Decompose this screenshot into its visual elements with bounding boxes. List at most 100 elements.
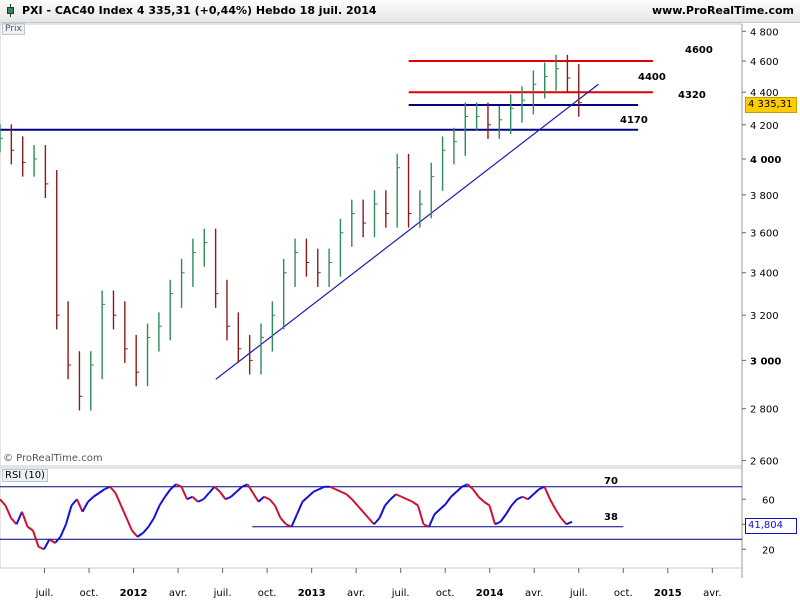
rsi-segment xyxy=(230,491,238,498)
level-label-4600: 4600 xyxy=(685,45,713,56)
rsi-segment xyxy=(444,496,452,505)
x-tick-label: avr. xyxy=(347,588,365,599)
x-tick-label: 2012 xyxy=(120,588,148,599)
rsi-segment xyxy=(191,496,199,503)
level-label-4320: 4320 xyxy=(678,90,706,101)
rsi-segment xyxy=(538,485,545,491)
rsi-segment xyxy=(153,505,161,519)
rsi-segment xyxy=(169,483,177,490)
rsi-segment xyxy=(472,488,480,498)
price-tick-label: 3 200 xyxy=(750,311,779,322)
rsi-level-label-70: 70 xyxy=(604,476,618,487)
rsi-segment xyxy=(340,490,347,496)
price-tick-label: 2 600 xyxy=(750,457,779,468)
rsi-segment xyxy=(114,492,122,506)
rsi-segment xyxy=(208,486,216,494)
rsi-segment xyxy=(15,511,23,525)
rsi-segment xyxy=(373,517,381,525)
rsi-segment xyxy=(38,545,45,551)
price-tick-label: 3 000 xyxy=(750,356,781,367)
x-tick-label: 2013 xyxy=(298,588,326,599)
x-tick-label: juil. xyxy=(35,588,54,599)
rsi-segment xyxy=(164,488,172,498)
x-tick-label: avr. xyxy=(703,588,721,599)
rsi-tick-label: 20 xyxy=(762,545,775,556)
rsi-segment xyxy=(411,500,419,507)
rsi-segment xyxy=(98,488,106,494)
rsi-segment xyxy=(197,498,204,503)
chart-title: PXI - CAC40 Index 4 335,31 (+0,44%) Hebd… xyxy=(22,4,377,17)
rsi-plot-frame xyxy=(0,467,743,569)
rsi-segment xyxy=(76,498,84,513)
x-tick-label: oct. xyxy=(614,588,633,599)
rsi-segment xyxy=(59,523,67,538)
x-tick-label: avr. xyxy=(525,588,543,599)
price-tick-label: 4 800 xyxy=(750,27,779,38)
site-url[interactable]: www.ProRealTime.com xyxy=(651,4,794,17)
rsi-segment xyxy=(241,483,248,488)
rsi-segment xyxy=(158,496,166,507)
rsi-tick-label: 60 xyxy=(762,495,775,506)
rsi-segment xyxy=(257,496,265,503)
candlestick-icon[interactable] xyxy=(6,4,16,17)
x-tick-label: oct. xyxy=(258,588,277,599)
rsi-segment xyxy=(175,483,182,488)
rsi-segment xyxy=(345,493,353,500)
rsi-segment xyxy=(505,504,513,515)
rsi-segment xyxy=(417,505,425,525)
rsi-segment xyxy=(532,488,540,495)
rsi-segment xyxy=(395,493,402,498)
rsi-segment xyxy=(213,486,221,493)
rsi-segment xyxy=(10,517,18,525)
rsi-segment xyxy=(296,501,304,515)
rsi-segment xyxy=(235,486,243,493)
price-tick-label: 2 800 xyxy=(750,405,779,416)
x-tick-label: 2015 xyxy=(654,588,682,599)
rsi-segment xyxy=(499,513,507,523)
rsi-segment xyxy=(0,498,7,507)
rsi-segment xyxy=(549,498,557,510)
rsi-segment xyxy=(26,525,34,532)
rsi-panel-label[interactable]: RSI (10) xyxy=(2,469,48,482)
rsi-segment xyxy=(554,508,562,519)
x-tick-label: 2014 xyxy=(476,588,504,599)
price-plot-frame xyxy=(0,23,743,467)
rsi-segment xyxy=(433,508,441,515)
rsi-segment xyxy=(87,496,95,503)
rsi-segment xyxy=(543,486,551,500)
rsi-segment xyxy=(104,485,111,491)
rsi-segment xyxy=(313,488,320,493)
rsi-segment xyxy=(335,488,342,493)
price-tick-label: 4 200 xyxy=(750,121,779,132)
last-price-tag: 4 335,31 xyxy=(745,97,797,113)
rsi-segment xyxy=(466,483,474,490)
price-tick-label: 3 600 xyxy=(750,229,779,240)
level-label-4170: 4170 xyxy=(620,115,648,126)
rsi-segment xyxy=(43,538,51,550)
rsi-segment xyxy=(522,495,529,501)
rsi-segment xyxy=(54,536,62,544)
rsi-segment xyxy=(219,491,227,500)
rsi-segment xyxy=(48,538,56,544)
rsi-segment xyxy=(120,505,128,519)
x-tick-label: juil. xyxy=(391,588,410,599)
rsi-segment xyxy=(378,505,386,519)
x-tick-label: juil. xyxy=(213,588,232,599)
rsi-segment xyxy=(516,495,523,501)
rsi-segment xyxy=(274,505,282,519)
rsi-segment xyxy=(527,493,535,500)
watermark: © ProRealTime.com xyxy=(3,453,103,464)
rsi-segment xyxy=(367,517,375,525)
rsi-segment xyxy=(510,498,518,507)
rsi-segment xyxy=(32,530,40,548)
rsi-segment xyxy=(401,495,408,501)
rsi-segment xyxy=(246,483,254,494)
rsi-segment xyxy=(428,513,436,528)
rsi-segment xyxy=(252,492,260,503)
rsi-segment xyxy=(307,491,315,498)
rsi-segment xyxy=(455,486,463,493)
rsi-segment xyxy=(329,485,336,491)
rsi-segment xyxy=(125,517,133,531)
price-tick-label: 4 000 xyxy=(750,155,781,166)
